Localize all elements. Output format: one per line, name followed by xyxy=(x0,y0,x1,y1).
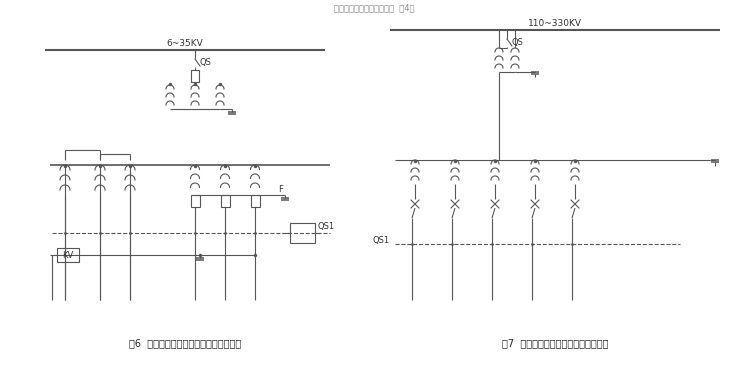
Bar xyxy=(290,223,315,243)
Bar xyxy=(250,195,259,207)
Text: QS: QS xyxy=(199,58,211,68)
Bar xyxy=(220,195,229,207)
Text: 6~35KV: 6~35KV xyxy=(166,38,204,47)
Bar xyxy=(57,248,79,262)
Text: QS1: QS1 xyxy=(373,237,390,246)
Bar xyxy=(190,195,199,207)
Text: 电压互感器的接线应用分析  第4张: 电压互感器的接线应用分析 第4张 xyxy=(334,4,414,12)
Text: QS1: QS1 xyxy=(317,223,334,231)
Text: KV: KV xyxy=(62,250,73,260)
Text: F: F xyxy=(278,184,283,193)
Text: QS: QS xyxy=(511,38,523,47)
Bar xyxy=(191,70,199,82)
Text: 110~330KV: 110~330KV xyxy=(528,19,582,27)
Text: 图6  非有效接地系统电压互感器接线分析: 图6 非有效接地系统电压互感器接线分析 xyxy=(129,338,241,348)
Text: 图7  有效接地系统电压互感器接线分析: 图7 有效接地系统电压互感器接线分析 xyxy=(502,338,608,348)
